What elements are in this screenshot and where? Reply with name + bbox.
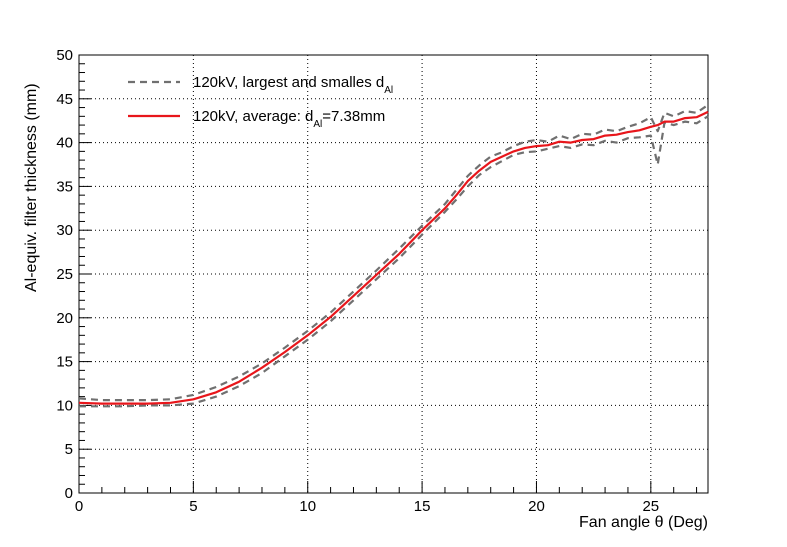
legend-label-largest-smallest-sub: Al	[384, 85, 393, 96]
x-tick-label: 0	[75, 498, 83, 515]
x-tick-label: 10	[299, 498, 316, 515]
legend: 120kV, largest and smalles dAl 120kV, av…	[128, 74, 393, 130]
y-tick-label: 40	[56, 135, 73, 152]
x-tick-label: 25	[642, 498, 659, 515]
series-line-largest	[78, 103, 709, 402]
y-tick-label: 10	[56, 397, 73, 414]
legend-label-average-sub: Al	[313, 119, 322, 130]
legend-label-largest-smallest-main: 120kV, largest and smalles d	[193, 74, 384, 91]
legend-label-average-main: 120kV, average: d	[193, 108, 313, 125]
y-tick-label: 15	[56, 354, 73, 371]
y-tick-label: 20	[56, 310, 73, 327]
y-tick-label: 35	[56, 178, 73, 195]
legend-label-average-suffix: =7.38mm	[322, 108, 385, 125]
x-tick-label: 15	[414, 498, 431, 515]
y-tick-label: 30	[56, 222, 73, 239]
x-tick-label: 20	[528, 498, 545, 515]
axis-ticks	[78, 54, 698, 494]
y-axis-title: Al-equiv. filter thickness (mm)	[23, 83, 40, 292]
y-tick-label: 50	[56, 47, 73, 64]
legend-label-average: 120kV, average: dAl=7.38mm	[193, 108, 385, 130]
y-tick-label: 0	[65, 485, 73, 502]
legend-label-largest-smallest: 120kV, largest and smalles dAl	[193, 74, 393, 96]
y-tick-label: 45	[56, 91, 73, 108]
tick-labels: 0 5 10 15 20 25 0 5 10 15 20 25 30 35 40 45 50	[56, 47, 659, 515]
plot-frame	[78, 54, 709, 494]
y-tick-label: 25	[56, 266, 73, 283]
x-axis-title: Fan angle θ (Deg)	[579, 514, 708, 531]
series-line-smallest	[79, 115, 709, 408]
y-tick-label: 5	[65, 441, 73, 458]
series-line-average	[78, 110, 709, 405]
series-group	[78, 103, 709, 408]
x-tick-label: 5	[189, 498, 197, 515]
